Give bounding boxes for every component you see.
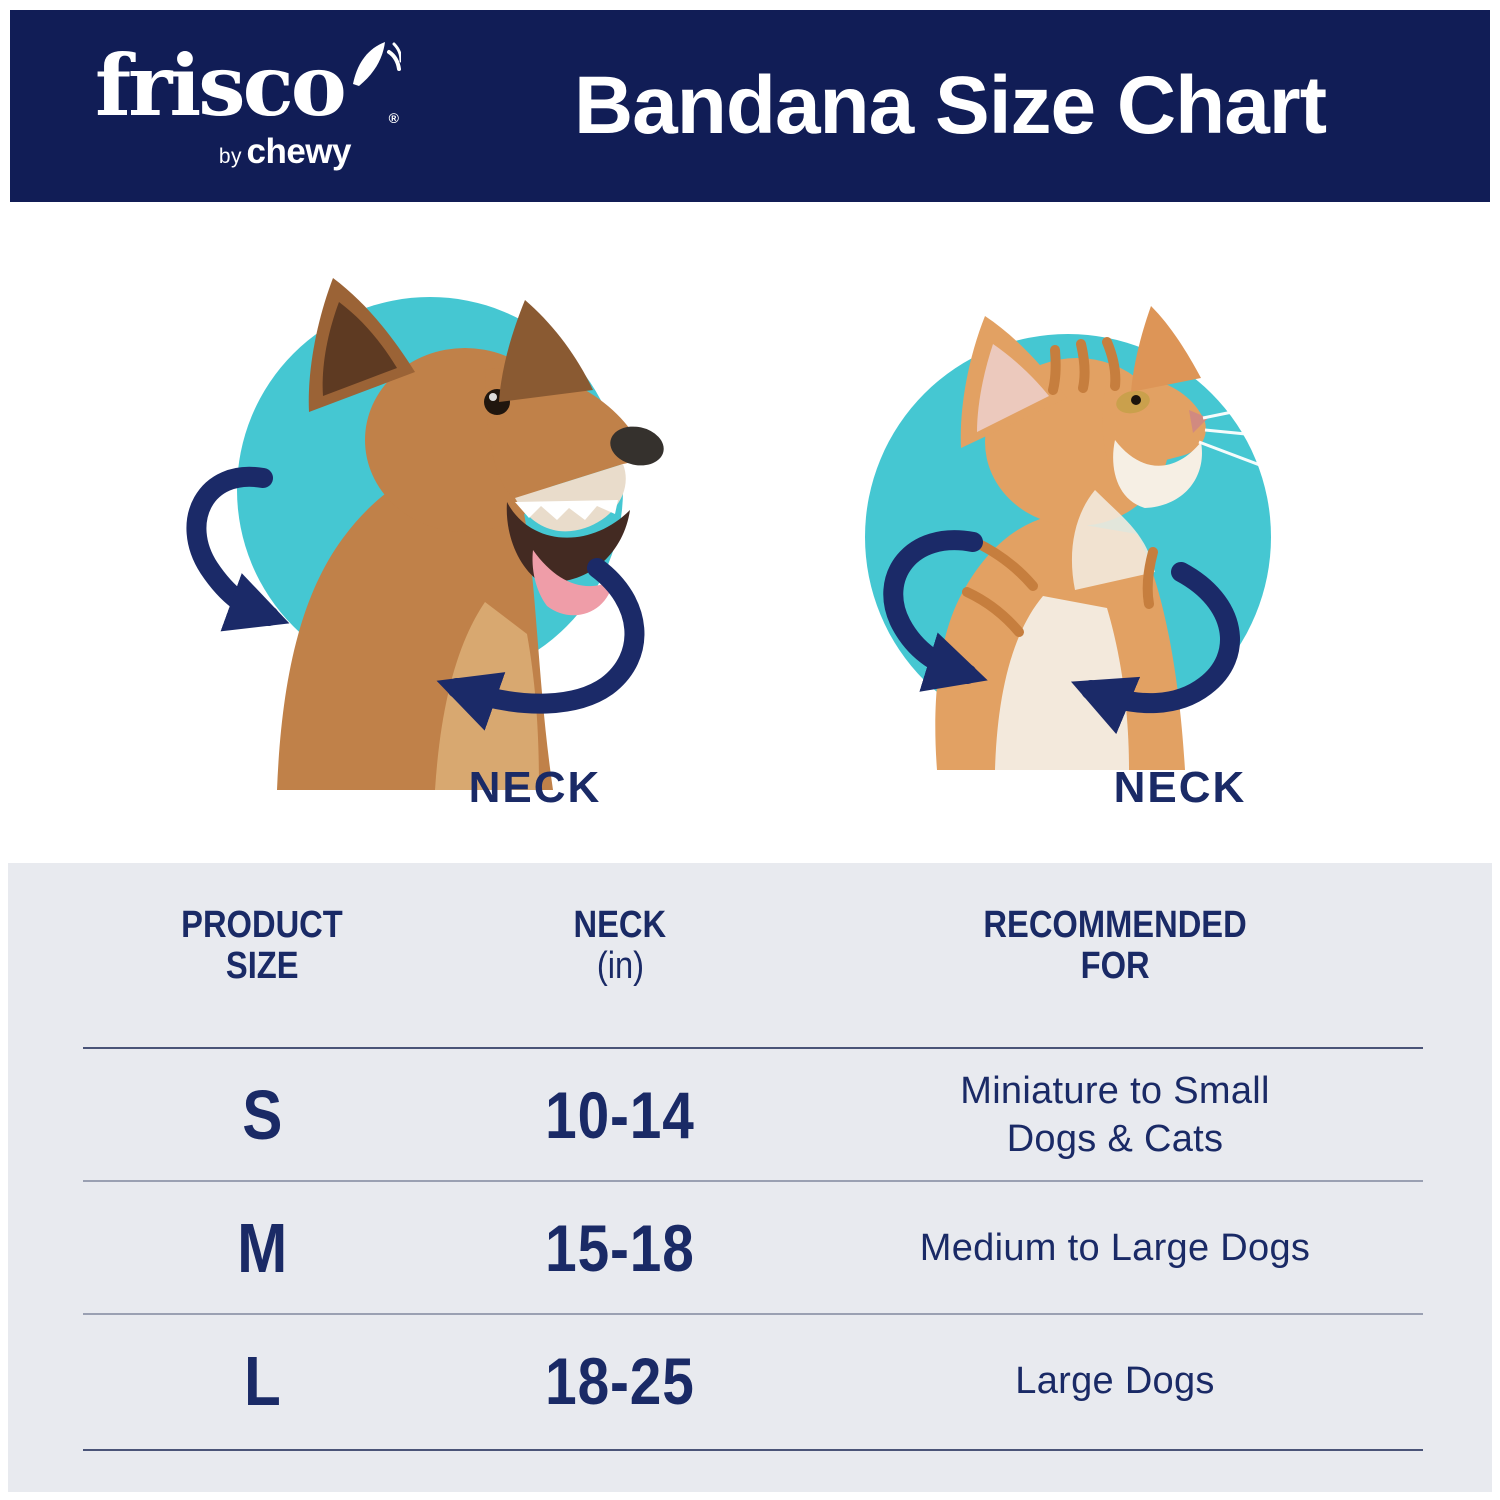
row-m-neck: 15-18 xyxy=(470,1185,770,1311)
table-divider-top xyxy=(83,1047,1423,1049)
page-title: Bandana Size Chart xyxy=(573,60,1327,151)
table-divider-bottom xyxy=(83,1449,1423,1451)
neck-arrow-right-icon xyxy=(1070,562,1240,735)
logo-byline: by chewy xyxy=(95,132,385,172)
header-recommended-line2: FOR xyxy=(1080,945,1150,987)
logo-brand-text: frisco xyxy=(95,36,347,135)
recommended-line1: Large Dogs xyxy=(1015,1360,1215,1402)
column-header-neck: NECK (in) xyxy=(470,896,770,996)
row-s-recommended: Miniature to Small Dogs & Cats xyxy=(890,1052,1340,1178)
recommended-line2: Dogs & Cats xyxy=(1006,1118,1224,1160)
cat-illustration xyxy=(865,306,1285,770)
header-band: frisco ® by chewy Bandana Size Chart xyxy=(10,10,1490,202)
recommended-line1: Medium to Large Dogs xyxy=(919,1227,1311,1269)
neck-value: 15-18 xyxy=(545,1211,695,1285)
dog-illustration xyxy=(186,278,664,790)
row-l-neck: 18-25 xyxy=(470,1318,770,1444)
header-product-line1: PRODUCT xyxy=(181,904,343,946)
page-title-wrap: Bandana Size Chart xyxy=(430,10,1470,202)
neck-value: 18-25 xyxy=(545,1344,695,1418)
table-divider-1 xyxy=(83,1180,1423,1182)
registered-mark: ® xyxy=(388,110,399,126)
logo-tail-icon xyxy=(353,42,401,86)
frisco-logo: frisco ® by chewy xyxy=(95,36,401,172)
byline-by: by xyxy=(218,145,243,168)
recommended-line1: Miniature to Small xyxy=(960,1070,1270,1112)
row-m-recommended: Medium to Large Dogs xyxy=(890,1185,1340,1311)
size-value: L xyxy=(243,1342,281,1420)
byline-chewy: chewy xyxy=(246,132,352,171)
neck-label-cat: NECK xyxy=(1113,763,1247,812)
row-l-size: L xyxy=(112,1318,412,1444)
neck-arrow-left-icon xyxy=(883,530,988,692)
neck-arrow-right-icon xyxy=(436,558,645,731)
row-s-neck: 10-14 xyxy=(470,1052,770,1178)
row-l-recommended: Large Dogs xyxy=(890,1318,1340,1444)
neck-value: 10-14 xyxy=(545,1078,695,1152)
size-value: S xyxy=(241,1076,283,1154)
row-m-size: M xyxy=(112,1185,412,1311)
header-neck-line1: NECK xyxy=(573,904,667,946)
neck-arrow-left-icon xyxy=(186,466,290,632)
column-header-recommended-for: RECOMMENDED FOR xyxy=(890,896,1340,996)
header-product-line2: SIZE xyxy=(225,945,299,987)
size-value: M xyxy=(236,1209,288,1287)
logo-brand-row: frisco ® xyxy=(95,36,401,135)
size-table xyxy=(8,863,1492,1492)
header-neck-line2: (in) xyxy=(596,945,644,987)
row-s-size: S xyxy=(112,1052,412,1178)
column-header-product-size: PRODUCT SIZE xyxy=(112,896,412,996)
neck-label-dog: NECK xyxy=(468,763,602,812)
table-divider-2 xyxy=(83,1313,1423,1315)
header-recommended-line1: RECOMMENDED xyxy=(983,904,1247,946)
